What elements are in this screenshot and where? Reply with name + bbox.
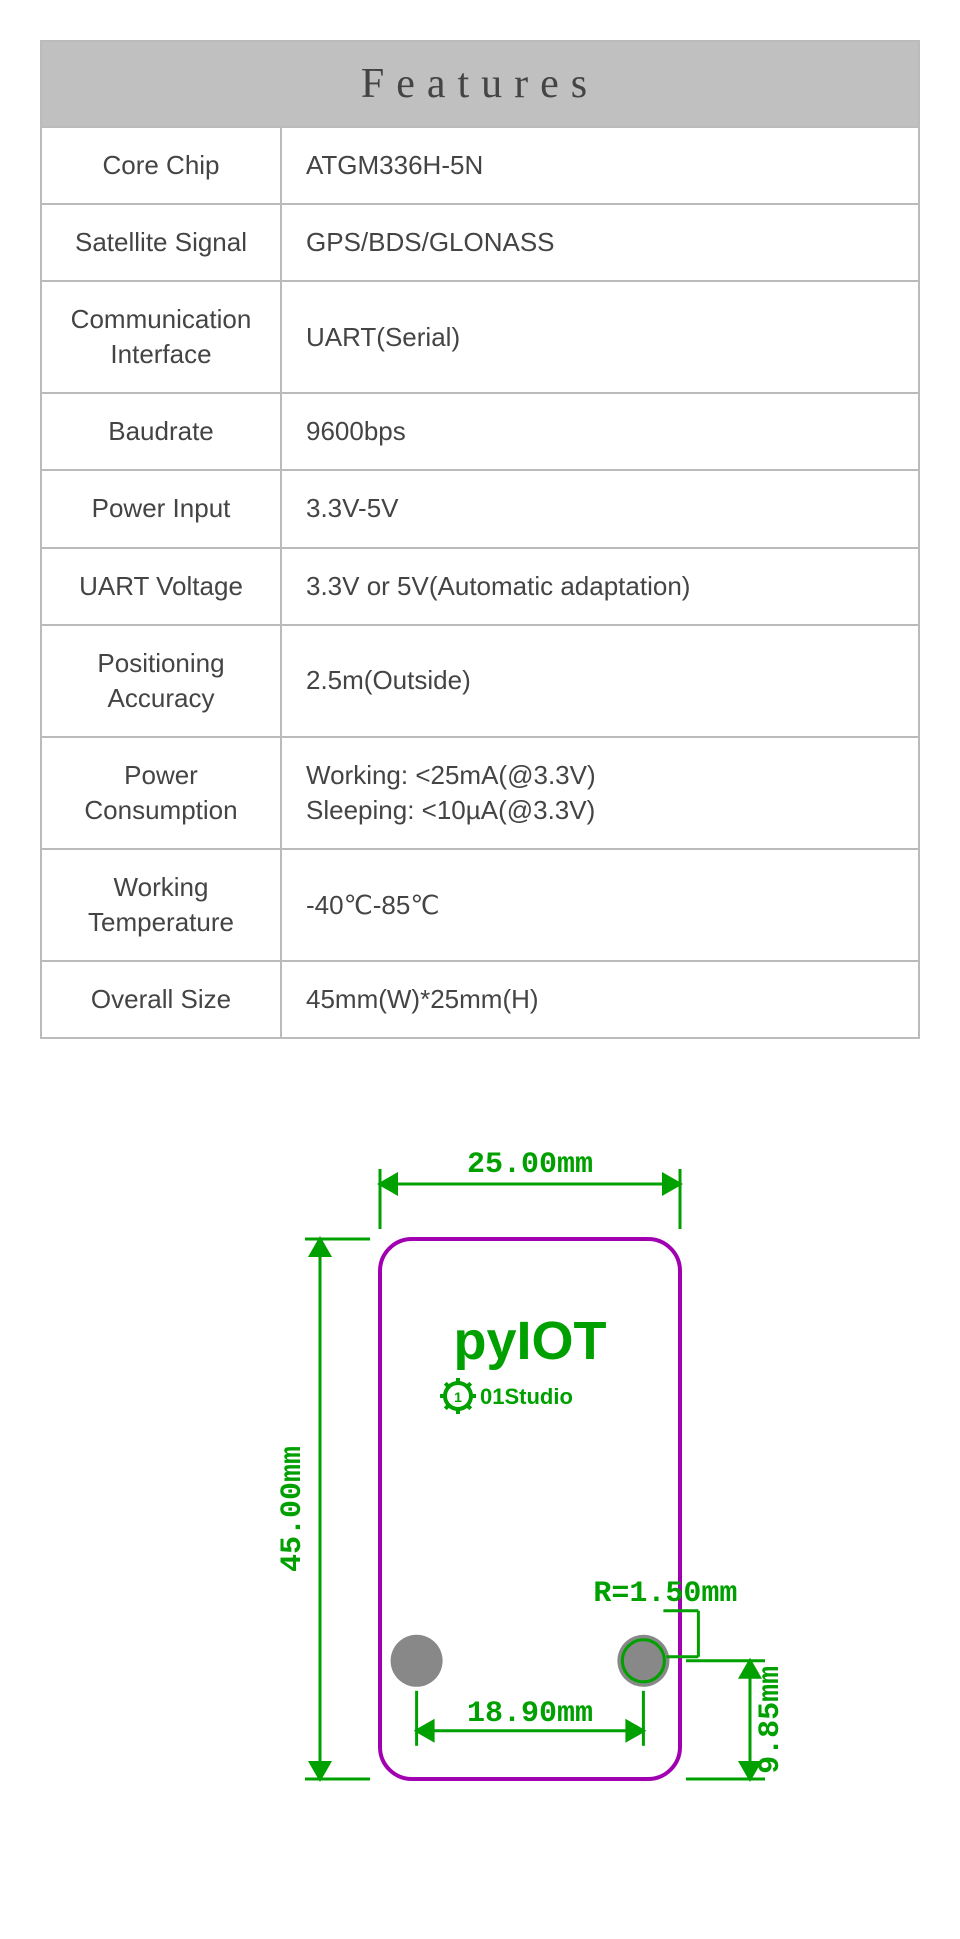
row-value: 9600bps	[281, 393, 919, 470]
row-value: 2.5m(Outside)	[281, 625, 919, 737]
row-value: Working: <25mA(@3.3V)Sleeping: <10µA(@3.…	[281, 737, 919, 849]
row-value: 45mm(W)*25mm(H)	[281, 961, 919, 1038]
table-row: PowerConsumptionWorking: <25mA(@3.3V)Sle…	[41, 737, 919, 849]
row-label: Core Chip	[41, 127, 281, 204]
row-value: UART(Serial)	[281, 281, 919, 393]
dimension-diagram: 25.00mm 45.00mm 18.90mm R=1.50mm 9.85mm pyIOT…	[0, 1119, 960, 1879]
hole-radius-label: R=1.50mm	[593, 1577, 737, 1611]
svg-text:1: 1	[454, 1389, 462, 1405]
table-title: Features	[41, 41, 919, 127]
height-label: 45.00mm	[276, 1446, 310, 1572]
row-label: PowerConsumption	[41, 737, 281, 849]
row-label: Power Input	[41, 470, 281, 547]
row-label: Baudrate	[41, 393, 281, 470]
row-label: Overall Size	[41, 961, 281, 1038]
row-value: ATGM336H-5N	[281, 127, 919, 204]
row-value: GPS/BDS/GLONASS	[281, 204, 919, 281]
table-row: Baudrate9600bps	[41, 393, 919, 470]
row-label: CommunicationInterface	[41, 281, 281, 393]
features-table-container: Features Core ChipATGM336H-5NSatellite S…	[40, 40, 920, 1039]
table-row: UART Voltage3.3V or 5V(Automatic adaptat…	[41, 548, 919, 625]
table-row: Satellite SignalGPS/BDS/GLONASS	[41, 204, 919, 281]
row-value: -40℃-85℃	[281, 849, 919, 961]
mounting-hole	[391, 1635, 443, 1687]
row-label: WorkingTemperature	[41, 849, 281, 961]
sublogo-text: 01Studio	[480, 1384, 573, 1409]
table-row: Overall Size45mm(W)*25mm(H)	[41, 961, 919, 1038]
width-label: 25.00mm	[467, 1148, 593, 1182]
bottom-offset-label: 9.85mm	[754, 1666, 788, 1774]
row-value: 3.3V or 5V(Automatic adaptation)	[281, 548, 919, 625]
hole-spacing-label: 18.90mm	[467, 1697, 593, 1731]
table-row: Power Input3.3V-5V	[41, 470, 919, 547]
row-label: UART Voltage	[41, 548, 281, 625]
table-row: Core ChipATGM336H-5N	[41, 127, 919, 204]
row-value: 3.3V-5V	[281, 470, 919, 547]
table-row: WorkingTemperature-40℃-85℃	[41, 849, 919, 961]
row-label: Satellite Signal	[41, 204, 281, 281]
features-table: Features Core ChipATGM336H-5NSatellite S…	[40, 40, 920, 1039]
table-row: CommunicationInterfaceUART(Serial)	[41, 281, 919, 393]
table-row: PositioningAccuracy2.5m(Outside)	[41, 625, 919, 737]
logo-text: pyIOT	[453, 1311, 606, 1371]
row-label: PositioningAccuracy	[41, 625, 281, 737]
mounting-hole	[617, 1635, 669, 1687]
